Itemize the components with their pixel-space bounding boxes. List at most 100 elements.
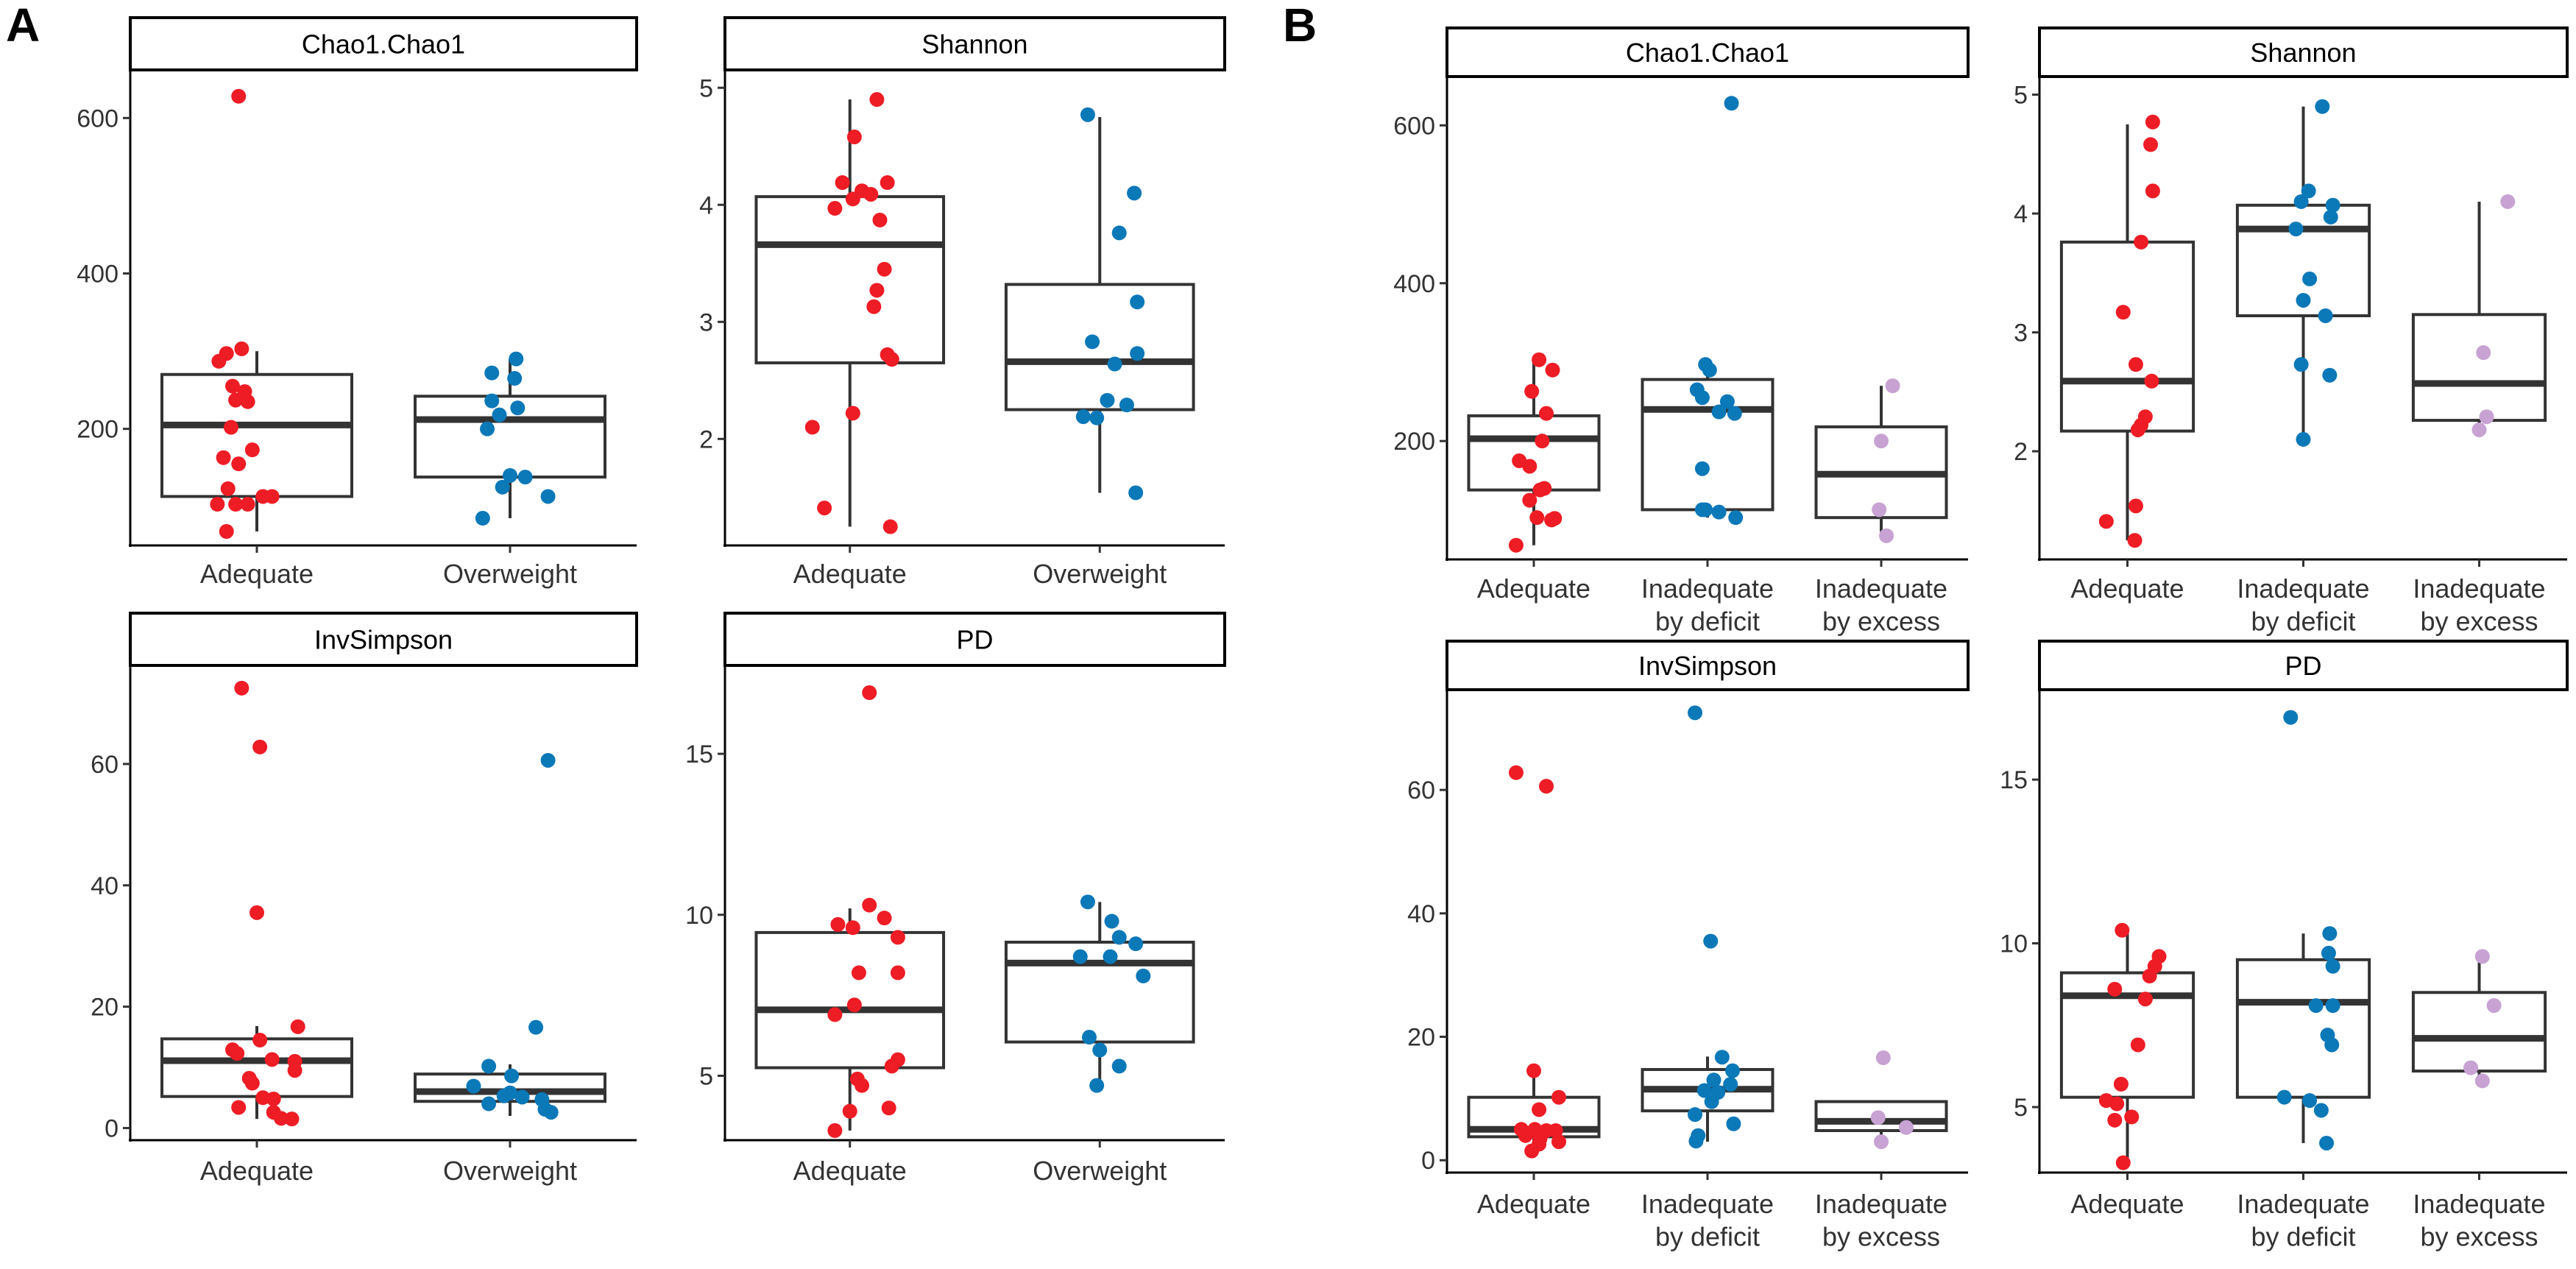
data-point bbox=[1719, 394, 1735, 409]
data-point bbox=[2308, 998, 2324, 1014]
data-point bbox=[228, 497, 244, 512]
data-point bbox=[2276, 1089, 2292, 1105]
data-point bbox=[1508, 537, 1524, 553]
data-point bbox=[1111, 930, 1127, 945]
x-tick-label: Adequate bbox=[2070, 573, 2184, 604]
data-point bbox=[481, 1096, 497, 1111]
data-point bbox=[1080, 107, 1095, 122]
data-point bbox=[2486, 998, 2502, 1014]
box-iqr bbox=[754, 195, 946, 364]
data-point bbox=[851, 965, 866, 980]
data-point bbox=[540, 752, 556, 768]
data-point bbox=[1130, 346, 1145, 361]
data-point bbox=[234, 680, 250, 696]
data-point bbox=[466, 1078, 481, 1094]
data-point bbox=[1111, 225, 1127, 241]
data-point bbox=[1688, 1134, 1704, 1149]
data-point bbox=[2324, 1037, 2340, 1053]
data-point bbox=[1702, 362, 1717, 378]
facet-strip bbox=[723, 612, 1226, 667]
data-point bbox=[2471, 422, 2487, 437]
data-point bbox=[2301, 183, 2316, 199]
data-point bbox=[2296, 292, 2311, 308]
facet-strip bbox=[2038, 26, 2569, 78]
x-tick-label: Inadequate by excess bbox=[1815, 1189, 1947, 1251]
data-point bbox=[223, 420, 238, 435]
data-point bbox=[2130, 422, 2145, 437]
data-point bbox=[2137, 991, 2153, 1007]
data-point bbox=[1723, 1077, 1738, 1092]
data-point bbox=[1111, 1058, 1127, 1074]
data-point bbox=[1706, 1072, 1722, 1088]
figure-label-b: B bbox=[1283, 0, 1317, 52]
data-point bbox=[255, 1090, 271, 1106]
data-point bbox=[835, 175, 850, 191]
data-point bbox=[2321, 945, 2336, 961]
data-point bbox=[827, 201, 843, 216]
data-point bbox=[216, 450, 231, 465]
x-tick-label: Adequate bbox=[793, 559, 907, 589]
data-point bbox=[1128, 485, 1144, 501]
data-point bbox=[1080, 894, 1095, 910]
y-tick-label: 5 bbox=[2014, 82, 2028, 110]
data-point bbox=[2098, 514, 2114, 529]
data-point bbox=[2128, 498, 2143, 514]
x-tick-label: Overweight bbox=[1033, 559, 1167, 589]
data-point bbox=[1529, 510, 1545, 526]
data-point bbox=[1551, 1089, 1566, 1105]
data-point bbox=[2128, 357, 2143, 372]
data-point bbox=[2142, 969, 2157, 984]
data-point bbox=[1885, 378, 1900, 394]
data-point bbox=[1728, 510, 1744, 526]
data-point bbox=[290, 1019, 305, 1034]
data-point bbox=[219, 523, 234, 539]
data-point bbox=[228, 392, 244, 408]
facet-title: Chao1.Chao1 bbox=[302, 29, 465, 60]
data-point bbox=[877, 261, 892, 277]
data-point bbox=[496, 1088, 512, 1103]
data-point bbox=[1727, 406, 1742, 421]
data-point bbox=[224, 378, 240, 394]
data-point bbox=[1532, 1102, 1547, 1117]
data-point bbox=[250, 905, 264, 920]
data-point bbox=[1538, 779, 1554, 794]
x-tick-label: Adequate bbox=[2070, 1189, 2184, 1219]
data-point bbox=[1688, 705, 1703, 721]
data-point bbox=[2322, 926, 2338, 941]
data-point bbox=[2134, 234, 2149, 250]
data-point bbox=[1874, 1134, 1889, 1150]
y-tick-label: 200 bbox=[1393, 428, 1435, 456]
data-point bbox=[1524, 383, 1540, 399]
data-point bbox=[1104, 913, 1119, 929]
facet-panel-4: PD 5 10 15 Adequate Overweight bbox=[685, 612, 1226, 1186]
box-iqr bbox=[414, 395, 606, 479]
data-point bbox=[517, 470, 533, 485]
data-point bbox=[1100, 392, 1115, 408]
data-point bbox=[862, 685, 877, 700]
data-point bbox=[1870, 1110, 1886, 1125]
y-tick-label: 15 bbox=[2000, 766, 2028, 794]
y-tick-label: 60 bbox=[91, 751, 118, 779]
data-point bbox=[2130, 1037, 2145, 1053]
data-point bbox=[2319, 1135, 2335, 1150]
data-point bbox=[1092, 1042, 1108, 1058]
data-point bbox=[2500, 194, 2516, 209]
data-point bbox=[528, 1019, 544, 1035]
data-point bbox=[287, 1063, 302, 1078]
data-point bbox=[2143, 137, 2159, 152]
data-point bbox=[264, 1052, 280, 1067]
data-point bbox=[1872, 502, 1887, 517]
data-point bbox=[540, 489, 556, 504]
facet-strip bbox=[2038, 640, 2569, 691]
data-point bbox=[2107, 981, 2123, 997]
y-tick-label: 15 bbox=[685, 740, 713, 768]
data-point bbox=[842, 1103, 857, 1119]
data-point bbox=[1081, 1030, 1097, 1045]
data-point bbox=[1532, 352, 1547, 367]
data-point bbox=[480, 421, 495, 436]
data-point bbox=[1535, 434, 1550, 449]
data-point bbox=[1698, 502, 1713, 517]
x-tick-label: Adequate bbox=[793, 1156, 907, 1186]
box-iqr bbox=[2235, 958, 2371, 1099]
box-iqr bbox=[2411, 991, 2547, 1073]
